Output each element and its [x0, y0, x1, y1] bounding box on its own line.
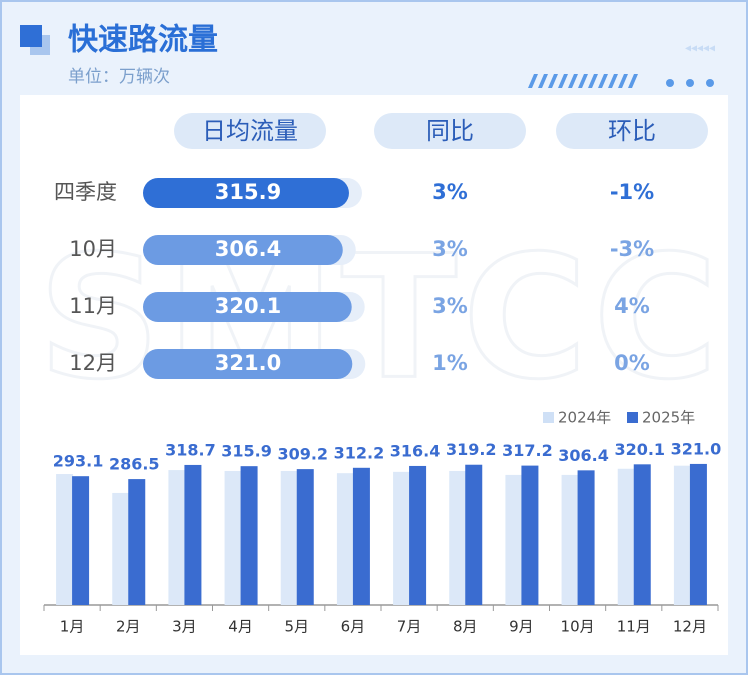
x-tick-label: 7月 [397, 618, 422, 636]
yoy: 3% [432, 294, 468, 318]
title: 快速路流量 [68, 23, 218, 58]
table-bar [143, 235, 343, 265]
stripes: ◂◂◂◂◂ [528, 41, 715, 88]
bar [409, 465, 427, 605]
column-pill [556, 113, 708, 149]
mom: -1% [610, 180, 654, 204]
bar [633, 464, 651, 605]
bar [673, 465, 691, 605]
x-tick-label: 4月 [228, 618, 253, 636]
legend-label: 2025年 [642, 409, 695, 427]
bar [577, 470, 595, 605]
bar [168, 470, 186, 605]
data-label: 309.2 [277, 445, 328, 464]
x-tick-label: 3月 [172, 618, 197, 636]
bar [240, 466, 258, 605]
data-label: 318.7 [165, 440, 216, 459]
bar [224, 470, 242, 605]
x-tick-label: 1月 [60, 618, 85, 636]
bar [112, 492, 130, 605]
x-tick-label: 5月 [284, 618, 309, 636]
x-tick-label: 10月 [561, 618, 595, 636]
data-label: 312.2 [334, 443, 385, 462]
yoy: 3% [432, 237, 468, 261]
legend-swatch [543, 412, 554, 423]
table-bar [143, 292, 352, 322]
column-pill [374, 113, 526, 149]
bar [72, 476, 90, 605]
x-tick-label: 2月 [116, 618, 141, 636]
column-header: 日均流量 [202, 117, 298, 145]
yoy: 1% [432, 351, 468, 375]
row-label: 12月 [69, 351, 117, 375]
x-tick-label: 12月 [673, 618, 707, 636]
bar [336, 473, 354, 605]
data-label: 316.4 [390, 441, 441, 460]
bar [505, 474, 523, 605]
bar [561, 474, 579, 605]
row-label: 11月 [69, 294, 117, 318]
column-header: 同比 [426, 117, 474, 145]
icon [20, 25, 42, 47]
data-label: 321.0 [671, 439, 722, 458]
table-value: 321.0 [215, 351, 281, 375]
bar [280, 470, 298, 605]
bar [465, 464, 483, 605]
bar [393, 471, 411, 605]
data-label: 317.2 [502, 441, 553, 460]
column-header: 环比 [608, 117, 656, 145]
bar [56, 474, 74, 605]
data-label: 286.5 [109, 455, 160, 474]
row-label: 10月 [69, 237, 117, 261]
bar [352, 467, 370, 605]
mom: 4% [614, 294, 650, 318]
data-label: 319.2 [446, 440, 497, 459]
bar [449, 470, 467, 605]
table-bar [143, 349, 353, 379]
data-label: 306.4 [558, 446, 609, 465]
bar [184, 464, 202, 605]
bar [521, 465, 539, 605]
subtitle: 单位：万辆次 [68, 67, 170, 87]
legend-label: 2024年 [558, 409, 611, 427]
x-tick-label: 6月 [341, 618, 366, 636]
data-label: 293.1 [53, 452, 104, 471]
data-label: 315.9 [221, 442, 272, 461]
table-value: 306.4 [215, 237, 281, 261]
row-label: 四季度 [54, 180, 117, 204]
column-pill [174, 113, 326, 149]
bar [296, 469, 314, 605]
table-value: 320.1 [215, 294, 281, 318]
table-value: 315.9 [215, 180, 281, 204]
x-tick-label: 9月 [509, 618, 534, 636]
data-label: 320.1 [614, 440, 665, 459]
svg-text:◂◂◂◂◂: ◂◂◂◂◂ [685, 41, 715, 55]
table-bar [143, 178, 349, 208]
bar [689, 463, 707, 605]
bar [617, 468, 635, 605]
bar [128, 479, 146, 605]
legend-swatch [627, 412, 638, 423]
x-tick-label: 8月 [453, 618, 478, 636]
x-tick-label: 11月 [617, 618, 651, 636]
mom: -3% [610, 237, 654, 261]
mom: 0% [614, 351, 650, 375]
yoy: 3% [432, 180, 468, 204]
